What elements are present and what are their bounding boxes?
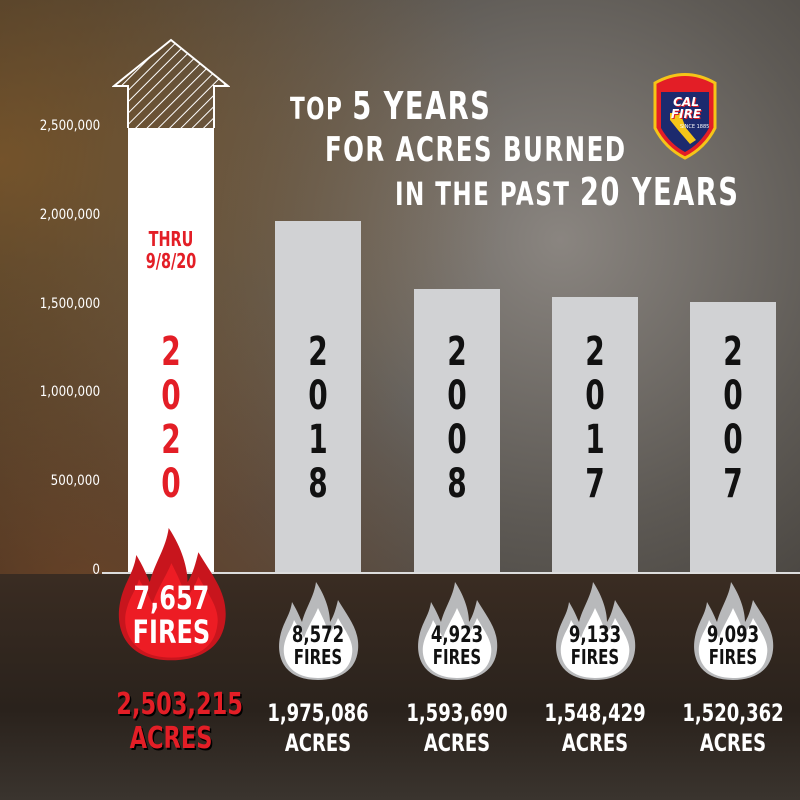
cal-fire-logo: CAL FIRE SINCE 1885 <box>650 68 720 160</box>
acres-label-2007: 1,520,362 ACRES <box>682 699 784 757</box>
y-tick-label: 0 <box>92 562 100 578</box>
annotation-thru-date: THRU 9/8/20 <box>145 227 197 273</box>
flame-icon-2007 <box>689 582 777 686</box>
fires-count-2007: 9,093 FIRES <box>706 623 760 670</box>
acres-label-2018: 1,975,086 ACRES <box>267 699 369 757</box>
title-line-1: TOP 5 YEARS <box>290 84 492 128</box>
y-tick-label: 2,500,000 <box>39 118 100 134</box>
y-tick-label: 2,000,000 <box>39 206 100 223</box>
y-tick-label: 1,000,000 <box>39 384 100 401</box>
fires-count-2018: 8,572 FIRES <box>291 623 345 670</box>
title-line-3: IN THE PAST 20 YEARS <box>395 170 740 214</box>
fires-count-2008: 4,923 FIRES <box>430 623 484 670</box>
flame-icon-2020 <box>112 528 231 667</box>
bar-2018 <box>275 221 361 572</box>
y-tick-label: 500,000 <box>50 473 100 490</box>
x-axis-line <box>102 572 800 574</box>
bar-2020 <box>128 128 214 572</box>
flame-icon-2008 <box>413 582 501 686</box>
bar-2017 <box>552 296 638 572</box>
bar-2008 <box>414 288 500 572</box>
title-line-2: FOR ACRES BURNED <box>325 130 627 170</box>
acres-label-2017: 1,548,429 ACRES <box>544 699 646 757</box>
acres-label-2020: 2,503,215 ACRES <box>116 687 243 756</box>
y-tick-label: 1,500,000 <box>39 295 100 312</box>
fires-count-2020: 7,657 FIRES <box>132 579 210 651</box>
overflow-arrow-icon <box>111 38 231 134</box>
flame-icon-2017 <box>551 582 639 686</box>
bar-2007 <box>690 301 776 572</box>
fires-count-2017: 9,133 FIRES <box>568 623 622 670</box>
acres-label-2008: 1,593,690 ACRES <box>406 699 508 757</box>
flame-icon-2018 <box>274 582 362 686</box>
